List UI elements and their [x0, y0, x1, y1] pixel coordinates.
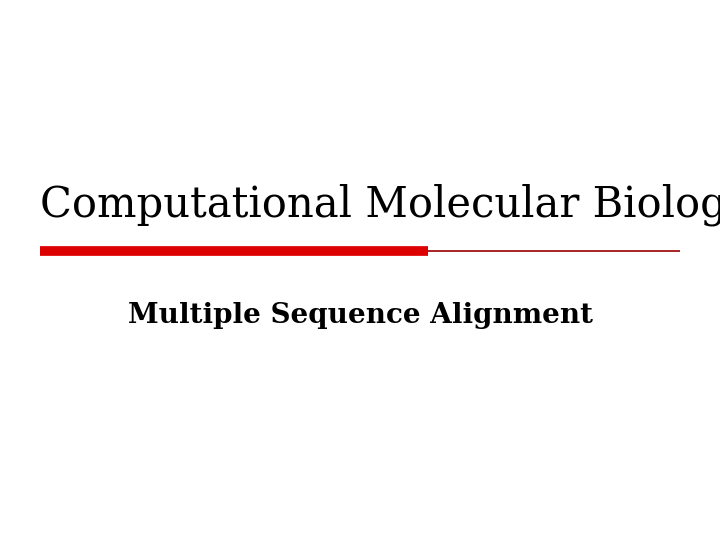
Text: Multiple Sequence Alignment: Multiple Sequence Alignment — [127, 302, 593, 329]
Text: Computational Molecular Biology: Computational Molecular Biology — [40, 184, 720, 226]
